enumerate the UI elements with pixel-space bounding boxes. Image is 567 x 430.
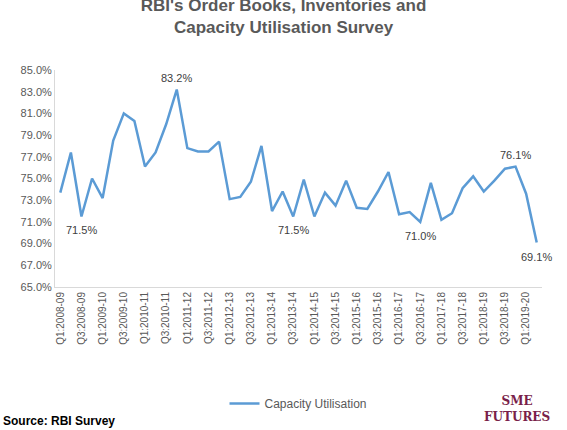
svg-text:71.0%: 71.0% — [21, 216, 52, 228]
svg-text:Q1:2018-19: Q1:2018-19 — [478, 292, 489, 345]
svg-text:Q3:2018-19: Q3:2018-19 — [499, 292, 510, 345]
svg-text:Q1:2011-12: Q1:2011-12 — [182, 292, 193, 345]
svg-text:Q1:2017-18: Q1:2017-18 — [436, 292, 447, 345]
svg-text:85.0%: 85.0% — [21, 64, 52, 76]
svg-text:Source: RBI Survey: Source: RBI Survey — [3, 414, 115, 428]
svg-text:Q1:2010-11: Q1:2010-11 — [139, 292, 150, 345]
svg-text:81.0%: 81.0% — [21, 107, 52, 119]
svg-text:76.1%: 76.1% — [500, 149, 531, 161]
svg-text:71.5%: 71.5% — [66, 224, 97, 236]
svg-text:Q3:2017-18: Q3:2017-18 — [457, 292, 468, 345]
svg-text:Q1:2012-13: Q1:2012-13 — [224, 292, 235, 345]
svg-text:83.0%: 83.0% — [21, 86, 52, 98]
svg-text:77.0%: 77.0% — [21, 151, 52, 163]
svg-text:Q1:2016-17: Q1:2016-17 — [393, 292, 404, 345]
svg-text:Q1:2008-09: Q1:2008-09 — [55, 292, 66, 345]
svg-text:69.0%: 69.0% — [21, 237, 52, 249]
svg-text:Q3:2012-13: Q3:2012-13 — [245, 292, 256, 345]
svg-text:73.0%: 73.0% — [21, 194, 52, 206]
svg-text:83.2%: 83.2% — [161, 72, 192, 84]
svg-text:67.0%: 67.0% — [21, 259, 52, 271]
svg-text:65.0%: 65.0% — [21, 281, 52, 293]
svg-text:Q3:2008-09: Q3:2008-09 — [76, 292, 87, 345]
svg-text:75.0%: 75.0% — [21, 172, 52, 184]
svg-text:Q3:2010-11: Q3:2010-11 — [160, 292, 171, 345]
svg-text:Capacity Utilisation: Capacity Utilisation — [265, 397, 367, 411]
svg-text:Q1:2015-16: Q1:2015-16 — [351, 292, 362, 345]
svg-text:Q3:2015-16: Q3:2015-16 — [372, 292, 383, 345]
svg-text:71.5%: 71.5% — [278, 224, 309, 236]
svg-text:RBI's Order Books, Inventories: RBI's Order Books, Inventories andCapaci… — [141, 0, 427, 37]
svg-text:Q1:2019-20: Q1:2019-20 — [520, 292, 531, 345]
svg-text:Q3:2014-15: Q3:2014-15 — [330, 292, 341, 345]
svg-text:79.0%: 79.0% — [21, 129, 52, 141]
svg-text:Q1:2014-15: Q1:2014-15 — [309, 292, 320, 345]
svg-text:Q3:2016-17: Q3:2016-17 — [415, 292, 426, 345]
svg-text:71.0%: 71.0% — [405, 230, 436, 242]
svg-text:69.1%: 69.1% — [521, 251, 552, 263]
svg-text:Q1:2013-14: Q1:2013-14 — [266, 292, 277, 345]
svg-text:Q3:2009-10: Q3:2009-10 — [118, 292, 129, 345]
svg-text:Q3:2011-12: Q3:2011-12 — [203, 292, 214, 345]
svg-text:SMEFUTURES: SMEFUTURES — [484, 394, 550, 424]
svg-text:Q1:2009-10: Q1:2009-10 — [97, 292, 108, 345]
svg-text:Q3:2013-14: Q3:2013-14 — [287, 292, 298, 345]
